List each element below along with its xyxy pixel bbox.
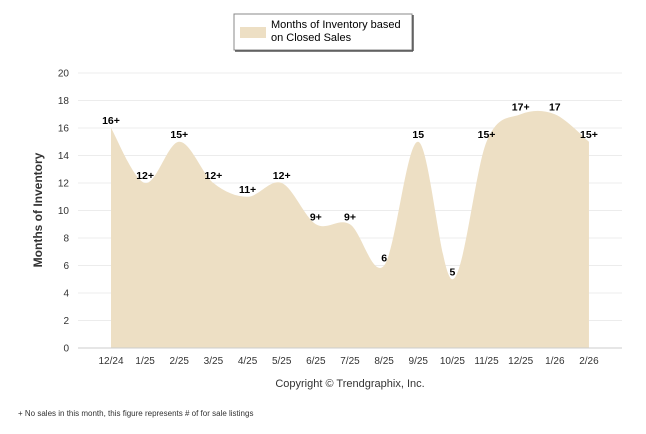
x-tick-label: 6/25 xyxy=(306,356,326,367)
x-tick-label: 9/25 xyxy=(409,356,429,367)
data-label: 11+ xyxy=(239,184,256,196)
x-tick-label: 7/25 xyxy=(340,356,360,367)
x-tick-label: 12/25 xyxy=(508,356,533,367)
y-tick-label: 18 xyxy=(58,96,70,107)
y-axis-label: Months of Inventory xyxy=(31,152,45,267)
data-label: 9+ xyxy=(344,211,356,223)
y-tick-label: 20 xyxy=(58,69,70,80)
legend-text-line2: on Closed Sales xyxy=(271,32,352,44)
data-label: 9+ xyxy=(310,211,322,223)
legend-text-line1: Months of Inventory based xyxy=(271,19,401,31)
data-label: 15 xyxy=(412,129,424,141)
x-tick-labels: 12/24 1/25 2/25 3/25 4/25 5/25 6/25 7/25 8/25 9/2… xyxy=(98,356,599,367)
x-tick-label: 1/25 xyxy=(135,356,155,367)
y-tick-label: 8 xyxy=(63,234,69,245)
y-tick-label: 2 xyxy=(63,316,69,327)
x-tick-label: 8/25 xyxy=(374,356,394,367)
data-label: 16+ xyxy=(102,115,120,127)
data-label: 6 xyxy=(381,253,387,265)
y-tick-label: 10 xyxy=(58,206,70,217)
data-labels: 16+ 12+ 15+ 12+ 11+ 12+ 9+ 9+ 6 15 5 15+ 17+ 17 15+ xyxy=(102,101,598,278)
data-label: 15+ xyxy=(170,129,188,141)
y-tick-label: 14 xyxy=(58,151,70,162)
copyright-text: Copyright © Trendgraphix, Inc. xyxy=(275,378,424,390)
footnote: + No sales in this month, this figure re… xyxy=(18,409,253,418)
x-tick-label: 10/25 xyxy=(440,356,465,367)
x-tick-label: 1/26 xyxy=(545,356,565,367)
x-tick-label: 5/25 xyxy=(272,356,292,367)
y-tick-label: 16 xyxy=(58,124,70,135)
x-tick-label: 12/24 xyxy=(98,356,123,367)
x-tick-label: 3/25 xyxy=(204,356,224,367)
y-tick-label: 4 xyxy=(63,289,69,300)
x-tick-label: 4/25 xyxy=(238,356,258,367)
data-label: 15+ xyxy=(478,129,496,141)
data-label: 12+ xyxy=(136,170,154,182)
data-label: 12+ xyxy=(205,170,223,182)
data-label: 5 xyxy=(449,266,455,278)
data-label: 15+ xyxy=(580,129,598,141)
y-tick-label: 6 xyxy=(63,261,69,272)
legend: Months of Inventory based on Closed Sale… xyxy=(233,13,414,52)
x-tick-label: 11/25 xyxy=(474,356,499,367)
inventory-area xyxy=(111,110,589,348)
y-tick-label: 0 xyxy=(63,344,69,355)
x-tick-label: 2/25 xyxy=(170,356,190,367)
y-tick-labels: 0 2 4 6 8 10 12 14 16 18 20 xyxy=(58,69,70,355)
legend-swatch xyxy=(240,27,266,38)
data-label: 12+ xyxy=(273,170,291,182)
data-label: 17+ xyxy=(512,101,530,113)
data-label: 17 xyxy=(549,101,561,113)
y-tick-label: 12 xyxy=(58,179,70,190)
x-tick-label: 2/26 xyxy=(579,356,599,367)
